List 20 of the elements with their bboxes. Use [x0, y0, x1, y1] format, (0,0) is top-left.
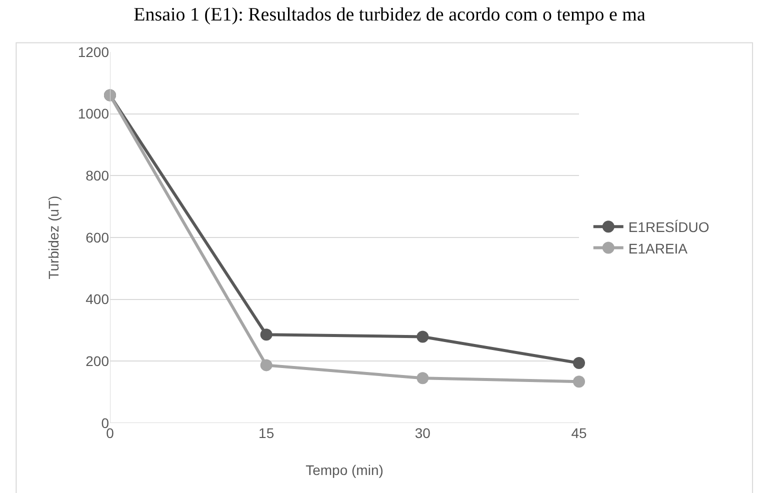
y-tick-label: 600	[86, 229, 110, 246]
point	[260, 359, 272, 372]
y-tick-label: 400	[86, 291, 110, 308]
y-tick-label: 1000	[78, 106, 110, 122]
chart-title: Ensaio 1 (E1): Resultados de turbidez de acordo com o tempo e ma	[134, 4, 646, 26]
point	[416, 372, 429, 384]
y-tick-label: 800	[86, 168, 110, 184]
x-tick-label: 15	[258, 425, 274, 441]
y-tick-label: 200	[86, 353, 110, 370]
point	[573, 376, 585, 388]
x-axis-title: Tempo (min)	[306, 462, 384, 478]
x-tick-label: 45	[571, 425, 587, 441]
point	[416, 330, 429, 343]
y-tick-label: 1200	[78, 44, 110, 60]
legend-label: E1AREIA	[628, 240, 688, 256]
point	[260, 328, 272, 341]
y-axis-title: Turbidez (uT)	[45, 196, 62, 280]
x-tick-label: 30	[414, 425, 431, 441]
legend-label: E1RESÍDUO	[628, 219, 710, 236]
point	[573, 357, 585, 370]
